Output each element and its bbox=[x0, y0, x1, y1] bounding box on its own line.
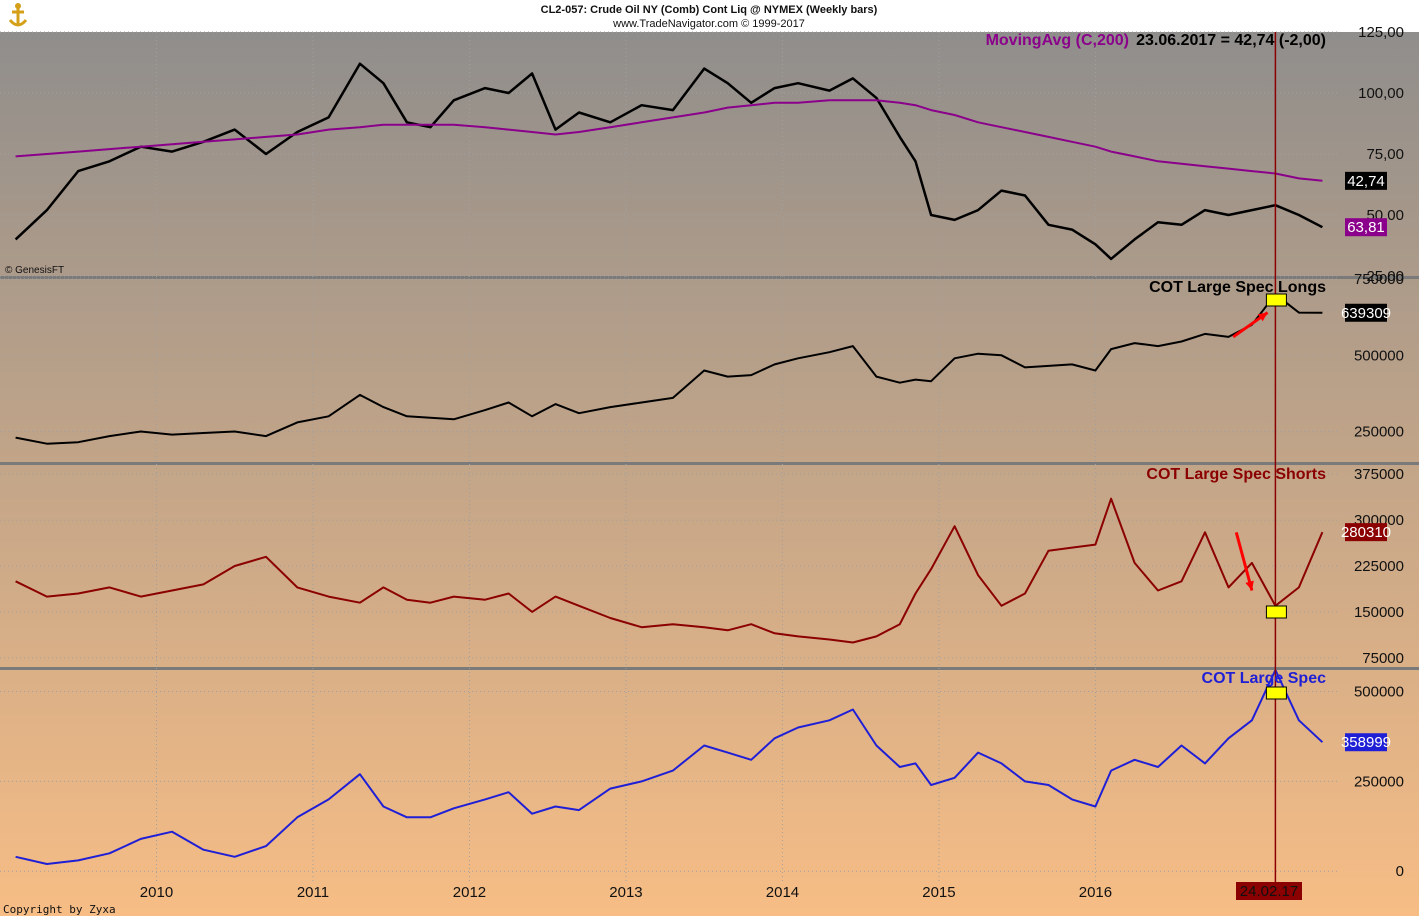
last-value-box bbox=[1345, 171, 1387, 190]
last-value-box bbox=[1345, 303, 1387, 322]
signal-marker bbox=[1265, 293, 1287, 307]
y-tick-label: 125,00 bbox=[1358, 24, 1404, 41]
y-tick-label: 75,00 bbox=[1366, 146, 1404, 163]
header-subtitle: www.TradeNavigator.com © 1999-2017 bbox=[612, 18, 805, 30]
series-line bbox=[15, 99, 1323, 182]
logo-icon bbox=[2, 2, 34, 32]
panel-title-shorts: COT Large Spec Shorts bbox=[1146, 466, 1326, 483]
last-value-box bbox=[1345, 733, 1387, 752]
last-value-label: 63,81 bbox=[1347, 219, 1385, 236]
y-tick-label: 150000 bbox=[1354, 604, 1404, 621]
arrow-head bbox=[1245, 580, 1254, 591]
y-tick-label: 0 bbox=[1396, 863, 1404, 880]
ma-label: MovingAvg (C,200) bbox=[986, 32, 1129, 49]
y-tick-label: 250000 bbox=[1354, 424, 1404, 441]
series-line bbox=[15, 497, 1324, 644]
panel-separator bbox=[0, 276, 1419, 279]
header-band bbox=[0, 0, 1419, 32]
x-tick-label: 2015 bbox=[922, 884, 955, 901]
panel-title-longs: COT Large Spec Longs bbox=[1149, 279, 1326, 296]
vline-date: 24.02.17 bbox=[1240, 883, 1298, 900]
panel-separator bbox=[0, 462, 1419, 465]
ma-value-text: 23.06.2017 = 42,74 (-2,00) bbox=[1136, 32, 1326, 49]
last-value-label: 42,74 bbox=[1347, 173, 1385, 190]
last-value-box bbox=[1345, 523, 1387, 542]
y-tick-label: 25,00 bbox=[1366, 268, 1404, 285]
last-value-label: 280310 bbox=[1341, 524, 1391, 541]
series-line bbox=[14, 62, 1323, 261]
copyright: Copyright by Zyxa bbox=[3, 903, 116, 916]
vline-date-badge: 24.02.17 bbox=[1236, 882, 1302, 900]
x-tick-label: 2013 bbox=[609, 884, 642, 901]
x-tick-label: 2016 bbox=[1079, 884, 1112, 901]
last-value-label: 639309 bbox=[1341, 305, 1391, 322]
panel-title-net: COT Large Spec bbox=[1202, 670, 1327, 687]
y-tick-label: 375000 bbox=[1354, 466, 1404, 483]
x-tick-label: 2014 bbox=[766, 884, 799, 901]
signal-marker bbox=[1265, 605, 1287, 619]
x-tick-label: 2012 bbox=[453, 884, 486, 901]
annotation-arrow bbox=[1234, 531, 1254, 591]
y-tick-label: 100,00 bbox=[1358, 85, 1404, 102]
y-tick-label: 250000 bbox=[1354, 773, 1404, 790]
signal-marker bbox=[1265, 686, 1287, 700]
gridlines bbox=[0, 31, 1419, 882]
series-line bbox=[15, 293, 1323, 445]
credit-text: © GenesisFT bbox=[5, 265, 64, 276]
series-line bbox=[15, 669, 1324, 865]
y-tick-label: 225000 bbox=[1354, 558, 1404, 575]
axis-labels: 2010 2011 2012 2013 2014 2015 2016 125,00 100,00… bbox=[140, 24, 1404, 901]
header-title: CL2-057: Crude Oil NY (Comb) Cont Liq @ … bbox=[541, 4, 878, 16]
x-tick-label: 2011 bbox=[297, 884, 329, 901]
y-tick-label: 500000 bbox=[1354, 347, 1404, 364]
last-value-box bbox=[1345, 218, 1387, 237]
y-tick-label: 75000 bbox=[1362, 650, 1404, 667]
arrow-head bbox=[1257, 312, 1268, 322]
panel-separator bbox=[0, 667, 1419, 670]
plot-area bbox=[14, 32, 1324, 882]
last-value-label: 358999 bbox=[1341, 734, 1391, 751]
y-tick-label: 500000 bbox=[1354, 684, 1404, 701]
y-tick-label: 750000 bbox=[1354, 271, 1404, 288]
x-tick-label: 2010 bbox=[140, 884, 173, 901]
